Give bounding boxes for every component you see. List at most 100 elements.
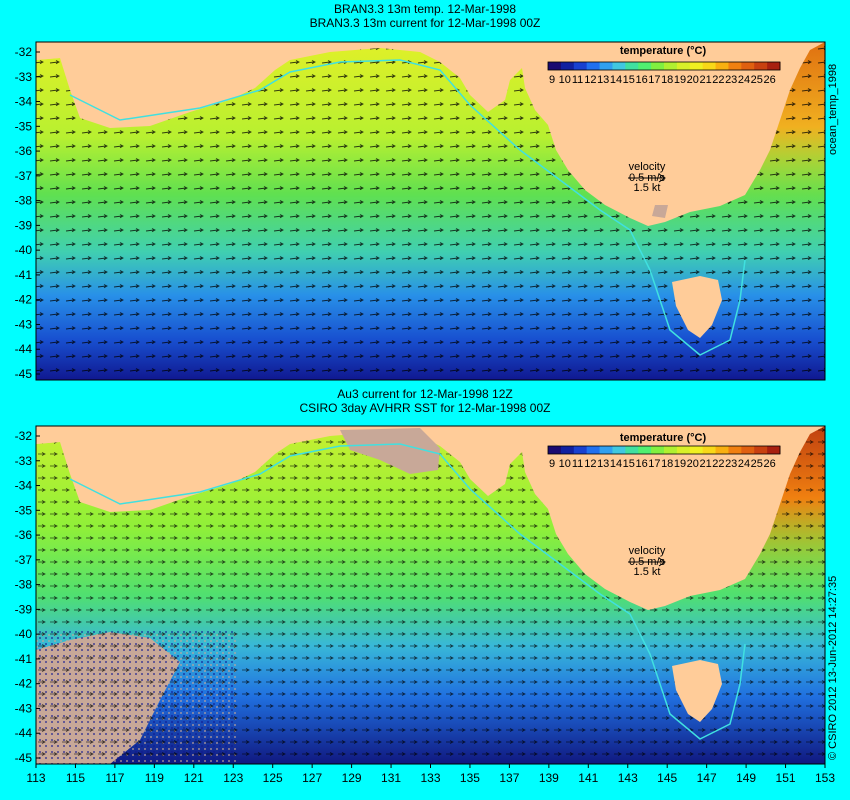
bottom-colorbar-tick-label: 24	[738, 458, 750, 470]
bottom-colorbar: temperature (°C) 9 10 11 12 13 14 15 16 17 18 19 20…	[547, 432, 781, 470]
top-colorbar-swatch	[728, 62, 742, 70]
top-y-tick-label: -45	[15, 367, 33, 381]
top-y-tick-label: -38	[15, 194, 33, 208]
bottom-colorbar-tick-label: 19	[674, 458, 686, 470]
bottom-colorbar-swatch	[548, 446, 562, 454]
bottom-title-line2: CSIRO 3day AVHRR SST for 12-Mar-1998 00Z	[299, 401, 551, 415]
bottom-x-tick-label: 129	[342, 771, 362, 785]
bottom-colorbar-swatch	[715, 446, 729, 454]
bottom-y-tick-label: -42	[15, 677, 33, 691]
bottom-x-tick-label: 149	[736, 771, 756, 785]
top-map-frame	[35, 41, 826, 381]
top-colorbar-swatch	[689, 62, 704, 70]
bottom-colorbar-tick-label: 14	[610, 458, 622, 470]
bottom-x-tick-label: 153	[815, 771, 835, 785]
top-colorbar-tick-label: 18	[661, 74, 673, 86]
bottom-y-tick-label: -44	[15, 726, 33, 740]
top-colorbar-swatch	[741, 62, 755, 70]
bottom-colorbar-tick-label: 21	[699, 458, 711, 470]
top-colorbar-tick-label: 25	[751, 74, 763, 86]
top-colorbar-tick-label: 10	[559, 74, 571, 86]
top-colorbar-swatch	[664, 62, 678, 70]
bottom-velocity-legend: velocity 0.5 m/s 1.5 kt	[628, 545, 666, 578]
bottom-colorbar-swatch	[625, 446, 639, 454]
bottom-missing-data-bight	[340, 428, 440, 474]
bottom-y-tick-label: -37	[15, 553, 33, 567]
bottom-land-nw	[36, 426, 100, 444]
top-colorbar-tick-label: 15	[623, 74, 635, 86]
bottom-side-label: © CSIRO 2012 13-Jun-2012 14:27:35	[827, 576, 839, 760]
bottom-colorbar-tick-label: 25	[751, 458, 763, 470]
top-colorbar-swatch	[612, 62, 626, 70]
bottom-colorbar-tick-label: 18	[661, 458, 673, 470]
bottom-colorbar-tick-label: 11	[572, 458, 583, 470]
bottom-x-tick-label: 119	[145, 771, 164, 785]
top-y-tick-label: -39	[15, 218, 33, 232]
bottom-colorbar-swatch	[664, 446, 678, 454]
bottom-x-tick-label: 127	[302, 771, 322, 785]
top-colorbar-tick-label: 22	[712, 74, 724, 86]
top-velocity-arrow-icon	[628, 173, 666, 183]
bottom-x-tick-label: 131	[381, 771, 401, 785]
top-y-tick-label: -42	[15, 293, 33, 307]
bottom-x-tick-label: 135	[460, 771, 480, 785]
top-colorbar-swatch	[586, 62, 601, 70]
bottom-colorbar-swatch	[702, 446, 717, 454]
bottom-x-tick-label: 137	[499, 771, 519, 785]
bottom-colorbar-tick-label: 20	[687, 458, 699, 470]
top-y-tick-label: -44	[15, 342, 33, 356]
bottom-colorbar-swatch	[689, 446, 704, 454]
bottom-colorbar-swatch	[754, 446, 768, 454]
top-colorbar-swatch	[754, 62, 768, 70]
top-colorbar-swatch	[651, 62, 665, 70]
bottom-x-tick-label: 123	[223, 771, 243, 785]
top-colorbar-tick-label: 11	[572, 74, 583, 86]
bottom-australia-landmass	[36, 426, 825, 610]
top-colorbar: temperature (°C) 9 10 11 12 13 14 15 16 17 18 19 20…	[547, 45, 781, 86]
bottom-colorbar-swatch	[599, 446, 613, 454]
bottom-colorbar-border	[547, 445, 781, 455]
top-missing-data	[652, 205, 668, 218]
top-colorbar-tick-label: 13	[597, 74, 609, 86]
bottom-colorbar-tick-label: 17	[648, 458, 660, 470]
top-y-tick-label: -34	[15, 95, 33, 109]
top-colorbar-swatch	[715, 62, 729, 70]
bottom-x-tick-label: 121	[184, 771, 204, 785]
top-y-tick-label: -35	[15, 119, 33, 133]
bottom-y-tick-label: -36	[15, 528, 33, 542]
bottom-x-tick-label: 141	[578, 771, 598, 785]
top-colorbar-swatch	[548, 62, 562, 70]
top-colorbar-tick-label: 14	[610, 74, 622, 86]
bottom-velocity-alt: 1.5 kt	[634, 566, 661, 578]
top-colorbar-swatch	[638, 62, 652, 70]
bottom-y-tick-label: -39	[15, 602, 33, 616]
bottom-x-tick-label: 113	[26, 771, 45, 785]
bottom-colorbar-swatch	[651, 446, 665, 454]
bottom-velocity-label: velocity	[629, 545, 666, 557]
top-colorbar-tick-label: 19	[674, 74, 686, 86]
top-colorbar-tick-label: 12	[584, 74, 596, 86]
bottom-x-tick-label: 117	[105, 771, 124, 785]
top-velocity-alt: 1.5 kt	[634, 182, 661, 194]
top-colorbar-tick-label: 20	[687, 74, 699, 86]
bottom-map-panel: -32 -33 -34 -35 -36 -37 -38 -39 -40 -41 -42 -43 -44 -…	[15, 425, 839, 785]
top-colorbar-tick-label: 24	[738, 74, 750, 86]
bottom-shelf-contour	[69, 443, 746, 740]
bottom-colorbar-swatch	[612, 446, 626, 454]
top-title-line1: BRAN3.3 13m temp. 12-Mar-1998	[333, 2, 517, 16]
top-velocity-legend: velocity 0.5 m/s 1.5 kt	[628, 161, 666, 194]
bottom-y-tick-label: -40	[15, 627, 33, 641]
bottom-x-tick-label: 125	[263, 771, 283, 785]
bottom-x-tick-label: 115	[66, 771, 85, 785]
bottom-colorbar-swatch	[586, 446, 601, 454]
top-colorbar-border	[547, 61, 781, 71]
bottom-y-tick-label: -32	[15, 429, 33, 443]
bottom-x-tick-label: 139	[539, 771, 559, 785]
bottom-colorbar-title: temperature (°C)	[620, 432, 707, 444]
bottom-x-tick-label: 145	[657, 771, 677, 785]
bottom-colorbar-swatch	[741, 446, 755, 454]
bottom-x-tick-label: 133	[420, 771, 440, 785]
top-y-tick-label: -32	[15, 45, 33, 59]
bottom-colorbar-tick-label: 12	[584, 458, 596, 470]
bottom-y-tick-label: -45	[15, 751, 33, 765]
